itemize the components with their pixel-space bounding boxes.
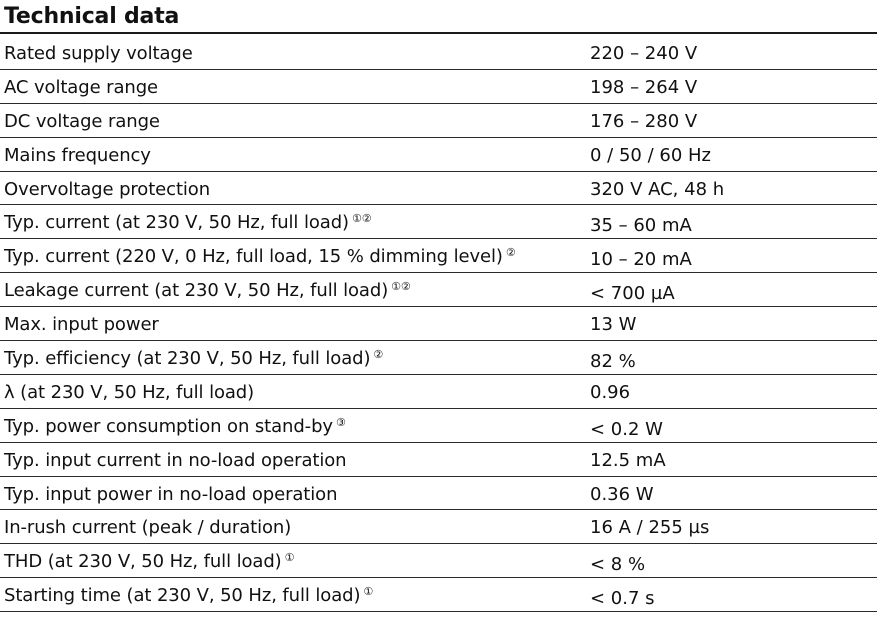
row-value: < 8 % [590,554,646,576]
table-row: Rated supply voltage 220 – 240 V [0,36,877,70]
row-label-text: λ (at 230 V, 50 Hz, full load) [4,381,255,403]
row-label-text: Typ. current (220 V, 0 Hz, full load, 15… [4,246,503,268]
table-row: Max. input power 13 W [0,307,877,342]
table-row: DC voltage range 176 – 280 V [0,104,877,138]
row-label: THD (at 230 V, 50 Hz, full load) ① [4,551,294,575]
row-label: In-rush current (peak / duration) [4,517,291,539]
row-value: 35 – 60 mA [590,215,692,237]
row-label-text: Typ. efficiency (at 230 V, 50 Hz, full l… [4,348,371,370]
row-label: Max. input power [4,314,159,336]
footnote-marker: ② [373,348,384,362]
table-row: Typ. efficiency (at 230 V, 50 Hz, full l… [0,341,877,375]
footnote-marker: ①② [391,280,411,294]
row-label: Mains frequency [4,145,151,167]
table-row: Typ. current (220 V, 0 Hz, full load, 15… [0,239,877,274]
footnote-marker: ① [284,551,295,565]
row-value: 220 – 240 V [590,43,698,64]
title-divider [0,32,877,34]
row-label-text: DC voltage range [4,110,160,132]
row-label-text: Rated supply voltage [4,43,193,64]
row-label-text: In-rush current (peak / duration) [4,517,292,539]
footnote-marker: ② [505,246,516,260]
row-label: Typ. current (220 V, 0 Hz, full load, 15… [4,246,516,270]
row-label: Typ. input current in no-load operation [4,450,347,472]
row-value: 176 – 280 V [590,110,698,132]
row-label-text: Mains frequency [4,144,151,166]
row-label-text: Overvoltage protection [4,178,211,200]
row-label-text: Typ. input power in no-load operation [4,483,338,505]
row-value: 0.96 [590,381,631,403]
row-label: Typ. input power in no-load operation [4,484,337,506]
row-label-text: Typ. current (at 230 V, 50 Hz, full load… [4,212,349,234]
row-label: Rated supply voltage [4,43,193,65]
row-value: 198 – 264 V [590,76,698,98]
row-label-text: Max. input power [4,314,159,336]
row-value: < 0.7 s [590,588,655,610]
table-row: Leakage current (at 230 V, 50 Hz, full l… [0,273,877,308]
table-row: Mains frequency 0 / 50 / 60 Hz [0,138,877,172]
footnote-marker: ①② [351,212,372,226]
row-label-text: Starting time (at 230 V, 50 Hz, full loa… [4,585,361,607]
row-value: 0.36 W [590,483,654,505]
row-value: 12.5 mA [590,449,666,471]
row-label-text: AC voltage range [4,76,159,98]
row-value: 13 W [590,314,637,336]
row-label: Typ. current (at 230 V, 50 Hz, full load… [4,212,372,236]
table-row: Typ. input current in no-load operation 1… [0,443,877,477]
technical-data-table: Rated supply voltage 220 – 240 V AC voltag… [0,36,877,613]
footnote-marker: ① [363,585,374,599]
row-value: 16 A / 255 µs [590,517,710,539]
row-value: 10 – 20 mA [590,249,692,271]
table-row: Starting time (at 230 V, 50 Hz, full loa… [0,578,877,613]
row-label: Starting time (at 230 V, 50 Hz, full loa… [4,585,373,609]
footnote-marker: ③ [335,415,346,429]
table-row: AC voltage range 198 – 264 V [0,70,877,104]
row-label: Typ. power consumption on stand-by ③ [4,416,346,440]
row-value: 82 % [590,351,636,373]
table-row: THD (at 230 V, 50 Hz, full load) ① < 8 % [0,544,877,579]
row-label: AC voltage range [4,77,158,99]
row-value: < 0.2 W [590,418,663,440]
row-label: λ (at 230 V, 50 Hz, full load) [4,382,254,404]
row-value: < 700 µA [590,283,675,305]
table-row: λ (at 230 V, 50 Hz, full load) 0.96 [0,375,877,409]
table-row: Typ. power consumption on stand-by ③ < 0.2… [0,409,877,443]
table-row: Typ. current (at 230 V, 50 Hz, full load… [0,205,877,240]
row-label-text: Typ. input current in no-load operation [4,449,347,471]
row-label-text: THD (at 230 V, 50 Hz, full load) [4,551,282,573]
row-label-text: Typ. power consumption on stand-by [4,415,333,437]
row-label-text: Leakage current (at 230 V, 50 Hz, full l… [4,280,389,302]
row-label: DC voltage range [4,111,160,133]
section-title: Technical data [4,4,180,29]
row-label: Leakage current (at 230 V, 50 Hz, full l… [4,280,411,304]
table-row: Overvoltage protection 320 V AC, 48 h [0,172,877,206]
row-value: 0 / 50 / 60 Hz [590,144,711,166]
row-value: 320 V AC, 48 h [590,178,725,200]
table-row: In-rush current (peak / duration) 16 A / … [0,510,877,545]
row-label: Typ. efficiency (at 230 V, 50 Hz, full l… [4,348,383,372]
row-label: Overvoltage protection [4,179,210,201]
table-row: Typ. input power in no-load operation 0.3… [0,477,877,511]
